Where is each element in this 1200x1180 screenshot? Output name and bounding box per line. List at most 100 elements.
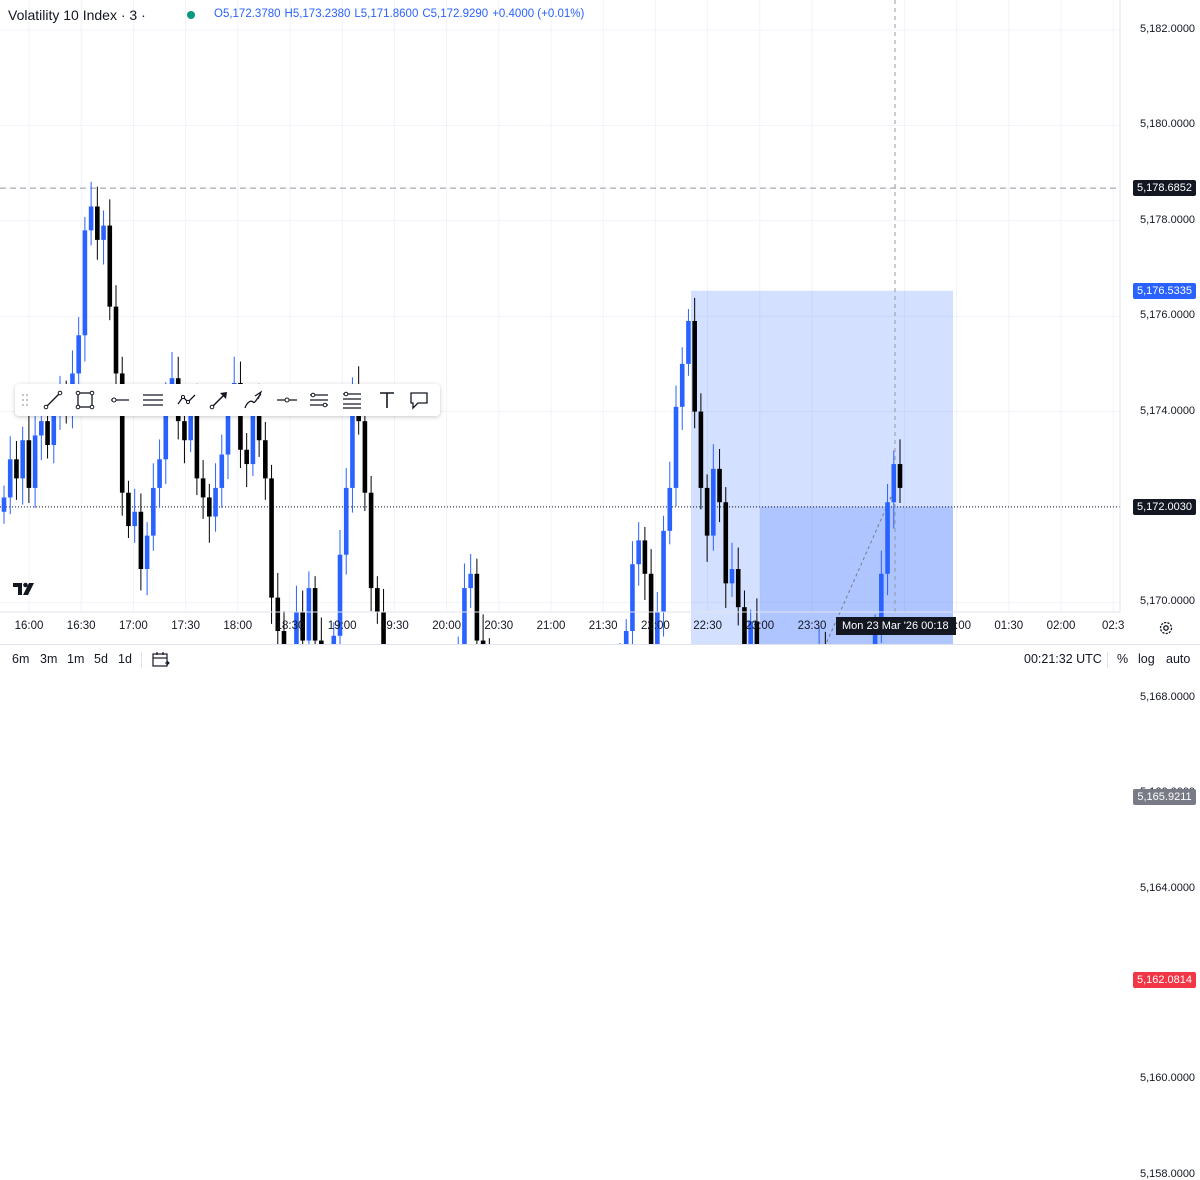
candle[interactable] [200, 460, 206, 519]
candle[interactable] [754, 598, 760, 644]
candle[interactable] [207, 483, 212, 543]
candle[interactable] [82, 216, 88, 362]
candle[interactable] [723, 487, 729, 608]
log-scale-button[interactable]: log [1138, 652, 1155, 666]
candle[interactable] [275, 572, 281, 644]
candle[interactable] [113, 285, 119, 392]
candle[interactable] [630, 541, 635, 644]
candle[interactable] [711, 444, 716, 551]
candle[interactable] [897, 439, 903, 504]
candle[interactable] [368, 475, 374, 612]
candle[interactable] [729, 542, 735, 597]
brush-icon[interactable] [241, 388, 265, 412]
drawing-toolbar[interactable] [15, 384, 440, 416]
candle[interactable] [456, 636, 461, 644]
candle[interactable] [748, 609, 753, 644]
price-chart[interactable] [0, 0, 1200, 644]
candle[interactable] [107, 199, 113, 321]
candle[interactable] [1, 485, 7, 524]
candles[interactable] [1, 181, 903, 644]
stop-price-tag[interactable]: 5,162.0814 [1133, 972, 1196, 989]
candle[interactable] [126, 480, 131, 539]
candle[interactable] [636, 522, 641, 586]
candle[interactable] [269, 464, 274, 624]
candle[interactable] [138, 493, 144, 591]
candle[interactable] [480, 614, 486, 644]
candle[interactable] [885, 483, 890, 596]
candle[interactable] [88, 181, 94, 246]
candle[interactable] [219, 434, 225, 508]
target-zone[interactable] [691, 290, 953, 644]
candle[interactable] [306, 571, 312, 644]
candle[interactable] [294, 585, 299, 644]
candle[interactable] [144, 522, 150, 596]
candle[interactable] [891, 450, 897, 529]
candle[interactable] [468, 553, 473, 608]
candle[interactable] [132, 488, 137, 543]
candle[interactable] [717, 448, 722, 523]
candle[interactable] [331, 622, 337, 644]
candle[interactable] [20, 426, 25, 505]
candle[interactable] [26, 415, 32, 504]
candle[interactable] [704, 474, 710, 562]
candle[interactable] [692, 297, 697, 429]
horizontal-ray-icon[interactable] [107, 388, 131, 412]
arrow-icon[interactable] [207, 388, 231, 412]
candle[interactable] [244, 433, 249, 488]
candle[interactable] [343, 468, 349, 575]
candle[interactable] [381, 588, 386, 644]
range-1d-button[interactable]: 1d [118, 652, 132, 666]
horizontal-line-icon[interactable] [275, 388, 299, 412]
tradingview-logo[interactable] [12, 580, 38, 600]
candle[interactable] [462, 563, 467, 644]
callout-icon[interactable] [407, 388, 431, 412]
candle[interactable] [76, 316, 81, 395]
candle[interactable] [474, 558, 480, 644]
text-icon[interactable] [375, 388, 399, 412]
auto-scale-button[interactable]: auto [1166, 652, 1191, 666]
entry-price-tag[interactable]: 5,165.9211 [1133, 788, 1196, 805]
candle[interactable] [119, 356, 125, 516]
target-price-tag[interactable]: 5,176.5335 [1133, 282, 1196, 299]
candle[interactable] [362, 399, 368, 511]
percent-scale-button[interactable]: % [1117, 652, 1129, 666]
range-3m-button[interactable]: 3m [40, 652, 58, 666]
position-zones[interactable] [426, 290, 989, 644]
rectangle-icon[interactable] [73, 388, 97, 412]
candle[interactable] [319, 617, 324, 644]
date-range-calendar-icon[interactable] [151, 650, 171, 670]
candle[interactable] [337, 530, 343, 644]
candle[interactable] [686, 309, 691, 376]
candle[interactable] [7, 436, 13, 515]
trend-line-icon[interactable] [41, 388, 65, 412]
candle[interactable] [300, 590, 305, 644]
range-1m-button[interactable]: 1m [67, 652, 85, 666]
last-price-tag[interactable]: 5,172.0030 [1133, 498, 1196, 515]
candle[interactable] [667, 461, 673, 545]
candle[interactable] [312, 576, 318, 644]
candle[interactable] [32, 415, 38, 508]
candle[interactable] [101, 210, 106, 265]
candle[interactable] [648, 549, 654, 644]
candle[interactable] [623, 619, 629, 644]
fib-retracement-icon[interactable] [307, 388, 331, 412]
range-6m-button[interactable]: 6m [12, 652, 30, 666]
candle[interactable] [679, 347, 685, 430]
candle[interactable] [151, 463, 156, 551]
candle[interactable] [642, 526, 648, 601]
candle[interactable] [263, 421, 268, 500]
high-line-price-tag[interactable]: 5,178.6852 [1133, 180, 1196, 197]
candle[interactable] [14, 441, 19, 500]
fib-extension-icon[interactable] [340, 388, 364, 412]
candle[interactable] [823, 631, 828, 644]
candle[interactable] [661, 515, 666, 637]
candle[interactable] [742, 590, 747, 644]
candle[interactable] [157, 439, 162, 508]
candle[interactable] [375, 576, 380, 624]
range-5d-button[interactable]: 5d [94, 652, 108, 666]
candle[interactable] [817, 627, 822, 644]
candle[interactable] [281, 611, 287, 644]
settings-gear-icon[interactable] [1158, 620, 1174, 636]
candle[interactable] [213, 463, 218, 532]
utc-clock[interactable]: 00:21:32 UTC [1024, 652, 1102, 666]
